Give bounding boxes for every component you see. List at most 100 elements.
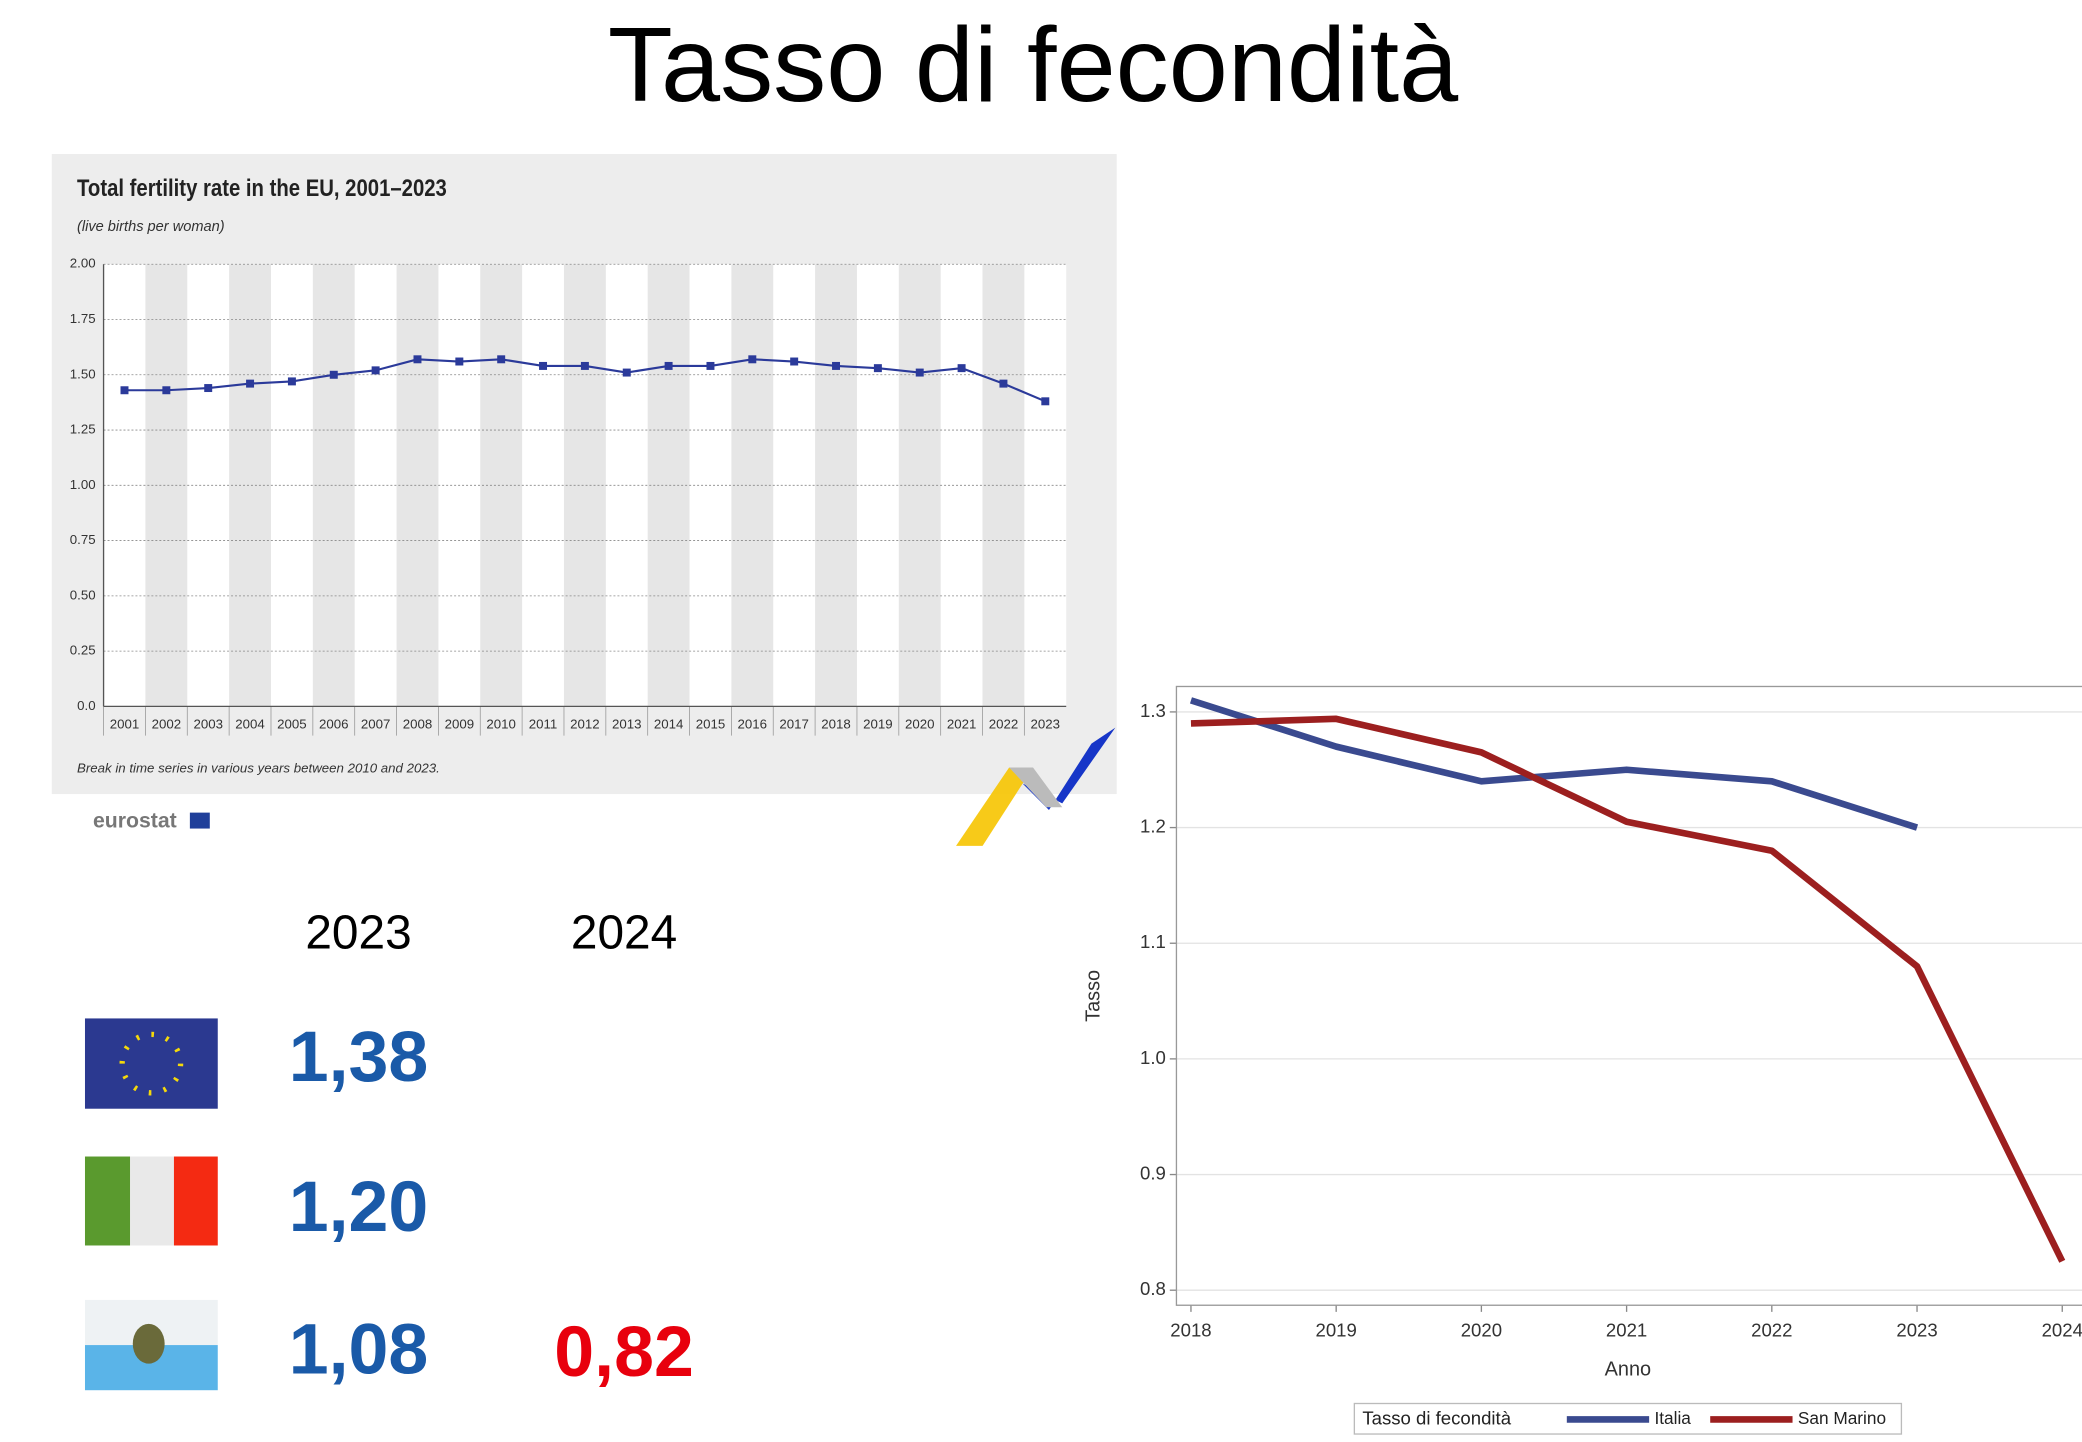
marker (246, 379, 255, 388)
italy-flag (84, 1156, 131, 1246)
logo-stripe (956, 767, 1034, 846)
y-tick-label: 0.50 (70, 587, 96, 602)
x-tick-label: 2002 (152, 716, 182, 731)
y-tick-label: 0.0 (77, 698, 95, 713)
x-tick-label: 2003 (193, 716, 223, 731)
x-axis-label: Anno (1605, 1359, 1652, 1381)
marker (413, 355, 422, 364)
chart-eu: 2001 2002 2003 2004 2005 2006 2007 2008 2009 2010… (70, 256, 1067, 736)
marker (873, 364, 882, 373)
marker (622, 368, 631, 377)
x-tick-label: 2015 (696, 716, 726, 731)
marker (204, 384, 213, 393)
x-tick-label: 2005 (277, 716, 307, 731)
x-tick-label: 2020 (905, 716, 935, 731)
marker (455, 357, 464, 366)
marker (162, 386, 171, 395)
marker (664, 361, 673, 370)
x-tick-label: 2018 (1170, 1320, 1211, 1341)
x-tick-label: 2010 (486, 716, 516, 731)
marker (1041, 397, 1050, 406)
marker (371, 366, 380, 375)
legend-label: Italia (1654, 1408, 1691, 1428)
x-tick-label: 2023 (1896, 1320, 1937, 1341)
y-tick-label: 1.1 (1140, 931, 1166, 952)
x-tick-label: 2004 (235, 716, 265, 731)
plot-frame (1175, 685, 2082, 1306)
x-tick-label: 2022 (1751, 1320, 1792, 1341)
y-tick-label: 1.50 (70, 366, 96, 381)
line-series (1189, 697, 1919, 831)
marker (748, 355, 757, 364)
logo-stripe (1009, 767, 1063, 808)
y-tick-label: 2.00 (70, 256, 96, 271)
y-tick-label: 0.8 (1140, 1278, 1166, 1299)
x-tick-label: 2023 (1031, 716, 1061, 731)
x-tick-label: 2008 (403, 716, 433, 731)
legend-label: San Marino (1798, 1408, 1886, 1428)
table-value: 0,82 (554, 1312, 694, 1392)
table-header: 2024 (571, 907, 677, 960)
y-tick-label: 0.75 (70, 532, 96, 547)
y-tick-label: 1.0 (1140, 1047, 1166, 1068)
logo-stripe (1022, 727, 1116, 810)
marker (790, 357, 799, 366)
x-tick-label: 2012 (570, 716, 600, 731)
marker (706, 361, 715, 370)
y-tick-label: 1.75 (70, 311, 96, 326)
y-tick-label: 0.9 (1140, 1162, 1166, 1183)
y-tick-label: 1.2 (1140, 815, 1166, 836)
marker (915, 368, 924, 377)
chart-italy-sm: 0.8 0.9 1.0 1.1 1.2 1.3 2018 2019 2020 2021 2022 20… (1140, 685, 2082, 1341)
chart-title: Total fertility rate in the EU, 2001–202… (77, 175, 447, 202)
x-tick-label: 2021 (947, 716, 977, 731)
table-header: 2023 (305, 907, 411, 960)
y-tick-label: 1.3 (1140, 700, 1166, 721)
chart-subtitle: (live births per woman) (77, 219, 225, 235)
slide-title: Tasso di fecondità (608, 5, 1459, 124)
y-axis-label: Tasso (1082, 970, 1104, 1022)
x-tick-label: 2019 (863, 716, 893, 731)
marker (832, 361, 841, 370)
italy-flag (130, 1156, 174, 1246)
x-tick-label: 2018 (821, 716, 851, 731)
y-tick-label: 0.25 (70, 643, 96, 658)
x-tick-label: 2014 (654, 716, 684, 731)
legend-title: Tasso di fecondità (1362, 1407, 1511, 1428)
marker (580, 361, 589, 370)
y-tick-label: 1.00 (70, 477, 96, 492)
marker (287, 377, 296, 386)
x-tick-label: 2007 (361, 716, 391, 731)
x-tick-label: 2001 (110, 716, 140, 731)
x-tick-label: 2020 (1461, 1320, 1502, 1341)
x-tick-label: 2013 (612, 716, 642, 731)
marker (957, 364, 966, 373)
x-tick-label: 2021 (1606, 1320, 1647, 1341)
x-tick-label: 2022 (989, 716, 1019, 731)
marker (497, 355, 506, 364)
source-logo: eurostat (93, 809, 177, 833)
x-tick-label: 2016 (738, 716, 768, 731)
line-series (1190, 715, 2066, 1263)
table-value: 1,20 (289, 1167, 429, 1247)
y-tick-label: 1.25 (70, 422, 96, 437)
marker (539, 361, 548, 370)
x-tick-label: 2009 (445, 716, 475, 731)
x-tick-label: 2011 (529, 716, 558, 731)
x-tick-label: 2019 (1316, 1320, 1357, 1341)
eu-mini-flag (189, 812, 210, 829)
x-tick-label: 2024 (2042, 1320, 2082, 1341)
marker (999, 379, 1008, 388)
table-value: 1,08 (289, 1309, 429, 1389)
x-tick-label: 2006 (319, 716, 349, 731)
eu-stars (119, 1031, 184, 1096)
italy-flag (173, 1156, 218, 1246)
marker (329, 370, 338, 379)
x-tick-label: 2017 (779, 716, 809, 731)
san-marino-emblem (132, 1323, 165, 1364)
table-value: 1,38 (289, 1017, 429, 1097)
marker (120, 386, 129, 395)
chart-note: Break in time series in various years be… (77, 760, 440, 775)
